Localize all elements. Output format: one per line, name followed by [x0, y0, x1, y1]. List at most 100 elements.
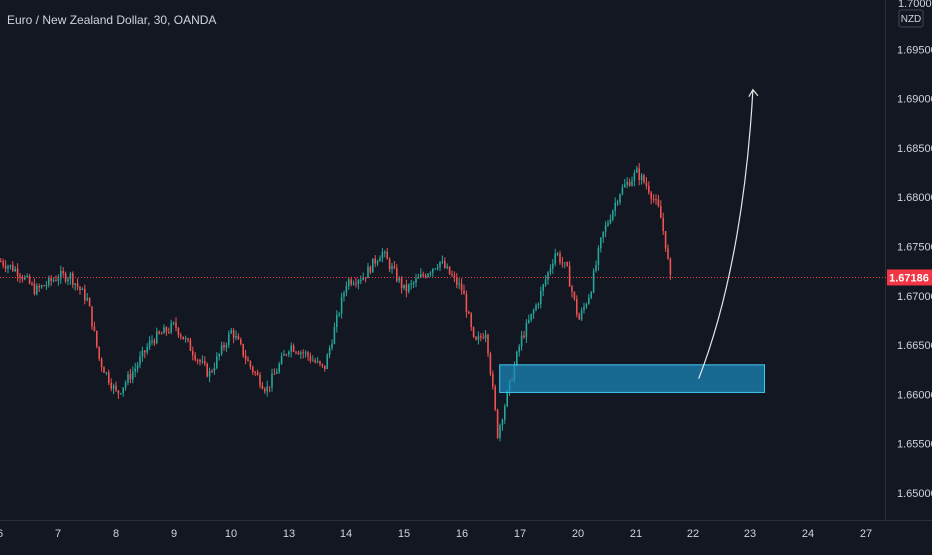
candle-body	[340, 296, 343, 314]
candle-body	[43, 285, 45, 287]
candle-body	[4, 265, 7, 269]
candle-body	[98, 346, 100, 359]
candle-body	[484, 334, 487, 339]
price-tick-label: 1.69500	[897, 44, 932, 56]
symbol-title[interactable]: Euro / New Zealand Dollar, 30, OANDA	[7, 13, 216, 27]
candle-body	[213, 367, 216, 372]
candle-body	[129, 374, 132, 380]
candle-body	[660, 206, 662, 219]
time-tick-label: 16	[456, 528, 468, 540]
candle-body	[64, 273, 67, 282]
time-axis[interactable]: 6 7 8 9 10 13 14 15 16 17 20 21 22 23 24 27	[0, 528, 872, 540]
candle-body	[208, 371, 211, 377]
candle-body	[28, 276, 31, 284]
candle-body	[472, 327, 475, 337]
candle-body	[76, 283, 79, 287]
candle-body	[228, 333, 230, 345]
candle-body	[148, 340, 151, 348]
candle-body	[460, 283, 463, 291]
candle-body	[180, 335, 182, 337]
candle-body	[585, 303, 588, 307]
candle-body	[523, 335, 525, 338]
candle-body	[93, 326, 96, 331]
candle-body	[244, 355, 247, 360]
candle-body	[192, 350, 194, 356]
candle-body	[273, 373, 276, 375]
time-tick-label: 13	[283, 528, 295, 540]
candle-body	[561, 262, 564, 264]
current-price-tag	[887, 269, 932, 286]
currency-badge[interactable]	[898, 9, 924, 28]
candle-body	[355, 283, 357, 285]
candle-body	[374, 258, 376, 264]
candle-body	[444, 261, 446, 268]
candle-body	[348, 279, 350, 287]
candle-body	[232, 330, 235, 338]
candle-body	[74, 283, 76, 285]
candle-body	[122, 387, 124, 394]
candle-body	[357, 280, 360, 284]
candle-body	[254, 371, 256, 373]
candle-body	[110, 382, 112, 389]
candle-body	[645, 182, 648, 186]
candle-body	[446, 266, 448, 268]
projection-arrow[interactable]	[698, 89, 754, 379]
candle-body	[158, 331, 160, 334]
candle-body	[648, 185, 650, 193]
candle-body	[547, 272, 549, 280]
candle-body	[139, 356, 141, 365]
candle-body	[79, 286, 81, 291]
candle-body	[463, 290, 465, 295]
candle-body	[650, 192, 652, 200]
candle-body	[117, 390, 120, 394]
candle-body	[268, 386, 271, 388]
candle-body	[170, 323, 172, 333]
candle-body	[595, 264, 597, 271]
candle-body	[364, 277, 367, 279]
candle-body	[165, 327, 168, 332]
candle-body	[568, 266, 571, 287]
candle-body	[16, 268, 19, 276]
time-tick-label: 10	[225, 528, 237, 540]
candle-body	[520, 335, 523, 347]
candle-body	[535, 304, 537, 311]
candle-body	[465, 294, 468, 313]
candle-body	[669, 258, 672, 275]
price-tick-label: 1.68500	[897, 143, 932, 155]
candle-body	[328, 347, 331, 355]
candle-body	[379, 258, 381, 262]
candle-body	[331, 343, 333, 348]
candle-body	[576, 298, 578, 315]
candle-body	[657, 199, 660, 207]
candle-body	[360, 279, 362, 281]
candle-body	[33, 283, 36, 295]
candle-body	[312, 360, 314, 362]
candle-body	[55, 279, 57, 281]
candle-body	[532, 310, 535, 314]
candle-body	[499, 425, 501, 438]
candle-body	[81, 288, 84, 291]
candle-body	[616, 202, 619, 204]
price-tick-label: 1.66500	[897, 340, 932, 352]
demand-zone-rectangle[interactable]	[499, 364, 765, 393]
candle-body	[559, 253, 561, 263]
price-tick-label: 1.66000	[897, 389, 932, 401]
candle-body	[552, 263, 554, 269]
price-tick-label: 1.68000	[897, 192, 932, 204]
time-tick-label: 20	[572, 528, 584, 540]
price-axis[interactable]: 1.69500 1.69000 1.68500 1.68000 1.67500 1.670…	[897, 44, 932, 500]
candle-body	[324, 365, 326, 369]
candle-body	[31, 283, 33, 285]
candle-body	[163, 327, 165, 334]
price-axis-top-label: 1.70000	[898, 0, 932, 10]
candle-body	[554, 253, 556, 264]
candle-body	[333, 327, 336, 344]
candle-body	[441, 261, 444, 263]
candle-body	[14, 268, 16, 271]
candle-body	[518, 346, 520, 352]
candle-body	[146, 347, 148, 353]
candle-body	[206, 363, 208, 377]
candle-body	[667, 248, 669, 259]
